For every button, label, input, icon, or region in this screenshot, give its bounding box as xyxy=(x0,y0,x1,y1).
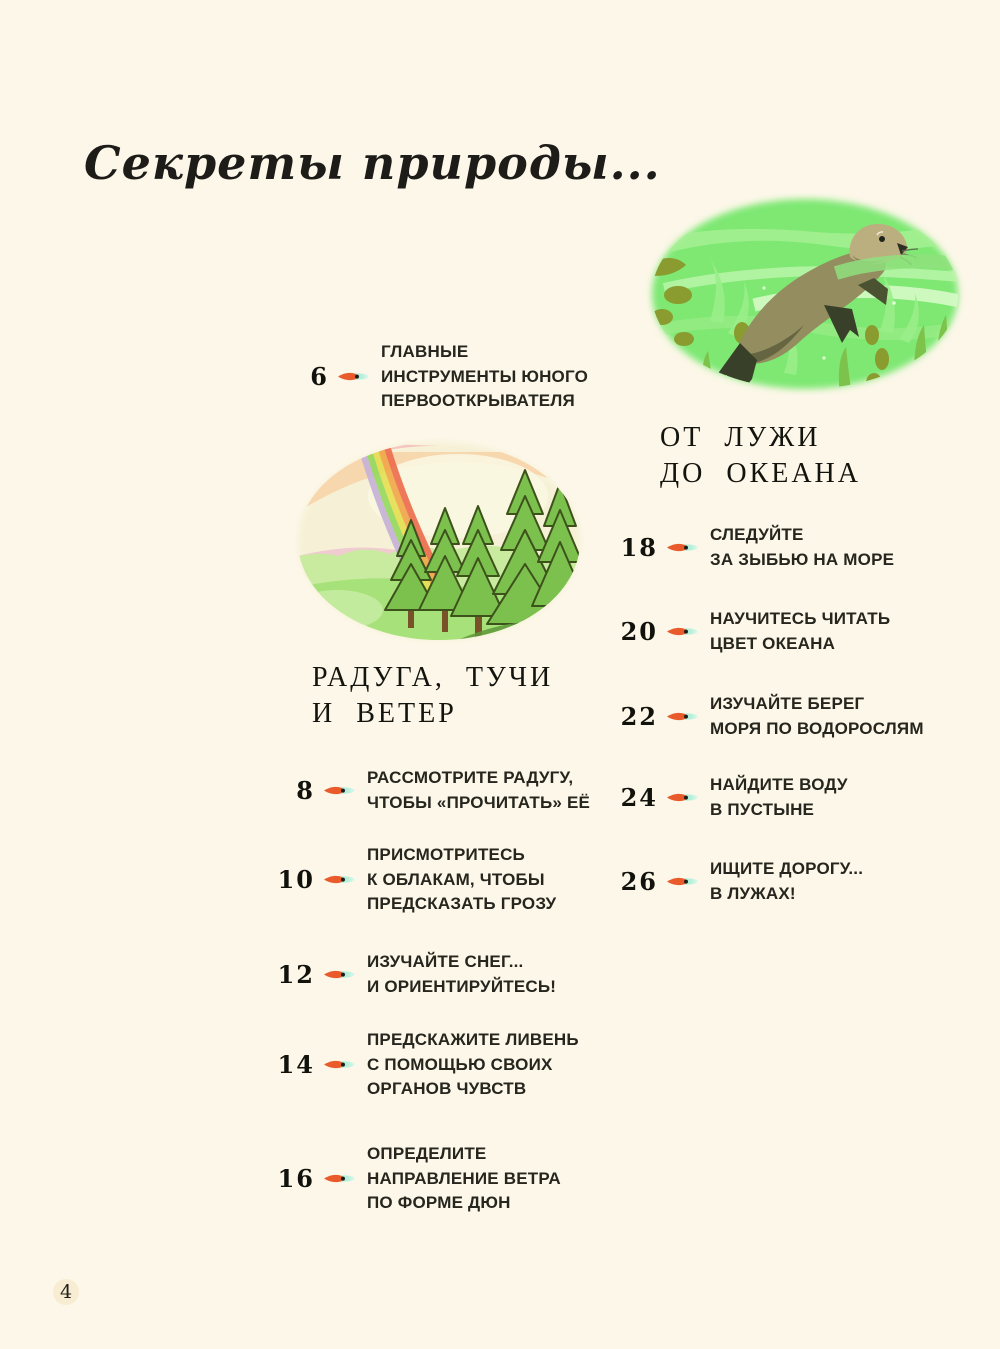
toc-entry: 24 НАЙДИТЕ ВОДУ В ПУСТЫНЕ xyxy=(598,773,848,822)
comet-arrow-icon xyxy=(667,627,698,636)
comet-arrow-icon xyxy=(667,793,698,802)
toc-entry: 22 ИЗУЧАЙТЕ БЕРЕГ МОРЯ ПО ВОДОРОСЛЯМ xyxy=(598,692,924,741)
entry-title: СЛЕДУЙТЕ ЗА ЗЫБЬЮ НА МОРЕ xyxy=(710,525,895,569)
toc-entry: 10 ПРИСМОТРИТЕСЬ К ОБЛАКАМ, ЧТОБЫ ПРЕДСК… xyxy=(255,843,557,917)
entry-title: РАССМОТРИТЕ РАДУГУ, ЧТОБЫ «ПРОЧИТАТЬ» ЕЁ xyxy=(367,768,591,812)
comet-arrow-icon xyxy=(324,1175,355,1183)
entry-title: НАУЧИТЕСЬ ЧИТАТЬ ЦВЕТ ОКЕАНА xyxy=(710,609,891,653)
otter-illustration xyxy=(652,199,958,389)
section-heading-rainbow: РАДУГА, ТУЧИ И ВЕТЕР xyxy=(312,662,554,729)
toc-entry: 6 ГЛАВНЫЕ ИНСТРУМЕНТЫ ЮНОГО ПЕРВООТКРЫВА… xyxy=(269,340,588,414)
toc-entry: 16 ОПРЕДЕЛИТЕ НАПРАВЛЕНИЕ ВЕТРА ПО ФОРМЕ… xyxy=(255,1142,561,1216)
entry-page-number: 24 xyxy=(620,783,658,812)
comet-arrow-icon xyxy=(667,877,698,886)
section-heading-ocean: ОТ ЛУЖИ ДО ОКЕАНА xyxy=(660,422,861,489)
entry-title: ПРЕДСКАЖИТЕ ЛИВЕНЬ С ПОМОЩЬЮ СВОИХ ОРГАН… xyxy=(367,1030,579,1098)
entry-page-number: 16 xyxy=(277,1164,315,1194)
entry-page-number: 6 xyxy=(310,362,329,392)
entry-title: ИЗУЧАЙТЕ СНЕГ... И ОРИЕНТИРУЙТЕСЬ! xyxy=(367,952,557,996)
comet-arrow-icon xyxy=(324,786,355,795)
toc-entry: 18 СЛЕДУЙТЕ ЗА ЗЫБЬЮ НА МОРЕ xyxy=(598,523,894,572)
entry-page-number: 22 xyxy=(620,702,658,731)
entry-title: ГЛАВНЫЕ ИНСТРУМЕНТЫ ЮНОГО ПЕРВООТКРЫВАТЕ… xyxy=(381,342,589,410)
folio-number: 4 xyxy=(59,1281,73,1303)
entry-page-number: 20 xyxy=(620,617,658,646)
entry-page-number: 12 xyxy=(277,960,315,989)
comet-arrow-icon xyxy=(667,543,698,552)
folio-badge: 4 xyxy=(53,1279,79,1305)
entry-title: ПРИСМОТРИТЕСЬ К ОБЛАКАМ, ЧТОБЫ ПРЕДСКАЗА… xyxy=(367,845,557,913)
entry-page-number: 18 xyxy=(620,533,658,562)
comet-arrow-icon xyxy=(324,876,355,884)
toc-entry: 8 РАССМОТРИТЕ РАДУГУ, ЧТОБЫ «ПРОЧИТАТЬ» … xyxy=(255,766,590,815)
entry-title: ИЗУЧАЙТЕ БЕРЕГ МОРЯ ПО ВОДОРОСЛЯМ xyxy=(710,694,924,738)
entry-title: ИЩИТЕ ДОРОГУ... В ЛУЖАХ! xyxy=(710,859,864,903)
comet-arrow-icon xyxy=(667,712,698,721)
toc-entry: 20 НАУЧИТЕСЬ ЧИТАТЬ ЦВЕТ ОКЕАНА xyxy=(598,607,891,656)
page-title: Секреты природы... xyxy=(84,136,661,190)
entry-page-number: 14 xyxy=(277,1050,315,1080)
comet-arrow-icon xyxy=(324,1061,355,1069)
entry-page-number: 26 xyxy=(620,867,658,896)
entry-page-number: 10 xyxy=(277,865,315,895)
rainbow-forest-illustration xyxy=(298,442,580,640)
toc-entry: 26 ИЩИТЕ ДОРОГУ... В ЛУЖАХ! xyxy=(598,857,863,906)
comet-arrow-icon xyxy=(324,970,355,979)
entry-title: НАЙДИТЕ ВОДУ В ПУСТЫНЕ xyxy=(710,775,848,819)
toc-entry: 14 ПРЕДСКАЖИТЕ ЛИВЕНЬ С ПОМОЩЬЮ СВОИХ ОР… xyxy=(255,1028,579,1102)
entry-page-number: 8 xyxy=(296,776,315,805)
toc-entry: 12 ИЗУЧАЙТЕ СНЕГ... И ОРИЕНТИРУЙТЕСЬ! xyxy=(255,950,556,999)
entry-title: ОПРЕДЕЛИТЕ НАПРАВЛЕНИЕ ВЕТРА ПО ФОРМЕ ДЮ… xyxy=(367,1144,561,1212)
comet-arrow-icon xyxy=(338,373,369,381)
